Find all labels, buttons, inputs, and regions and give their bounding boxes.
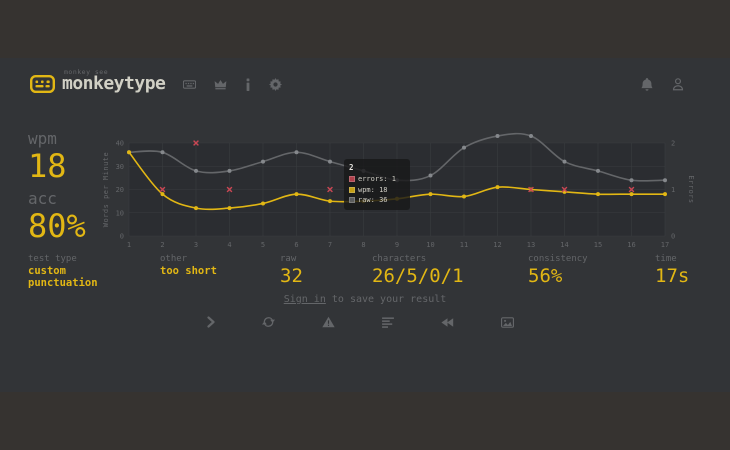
chart-tooltip: 2 errors: 1 wpm: 18 raw: 36	[344, 159, 410, 210]
user-icon[interactable]	[670, 76, 686, 93]
stat-group-test-type: test type custom punctuation	[28, 254, 138, 289]
user-icons	[639, 76, 686, 93]
next-test-icon[interactable]	[205, 314, 217, 330]
result-main-stats: wpm 18 acc 80%	[28, 130, 128, 245]
svg-text:7: 7	[328, 241, 332, 249]
svg-text:9: 9	[395, 241, 399, 249]
svg-text:13: 13	[527, 241, 535, 249]
consistency-label: consistency	[528, 254, 588, 264]
bell-icon[interactable]	[639, 76, 655, 93]
crown-icon[interactable]	[212, 76, 229, 92]
svg-text:1: 1	[127, 241, 131, 249]
info-icon[interactable]	[243, 76, 253, 93]
other-value: too short	[160, 264, 217, 277]
svg-text:1: 1	[671, 186, 675, 194]
stat-group-time: time 17s	[655, 254, 689, 288]
time-label: time	[655, 254, 677, 264]
acc-value: 80%	[28, 206, 86, 245]
svg-text:40: 40	[116, 140, 124, 148]
tooltip-raw-text: raw: 36	[358, 196, 388, 204]
svg-text:3: 3	[194, 241, 198, 249]
raw-swatch	[349, 197, 355, 204]
copy-screenshot-icon[interactable]	[499, 314, 516, 330]
logo[interactable]: monkey see monkeytype	[30, 68, 166, 94]
watch-replay-icon[interactable]	[439, 314, 456, 330]
tooltip-row-raw: raw: 36	[349, 195, 405, 206]
svg-text:4: 4	[227, 241, 231, 249]
repeat-test-icon[interactable]	[260, 314, 277, 330]
svg-text:16: 16	[627, 241, 635, 249]
svg-text:8: 8	[361, 241, 365, 249]
test-type-value: custom punctuation	[28, 264, 98, 289]
time-value: 17s	[655, 264, 690, 287]
svg-text:14: 14	[560, 241, 568, 249]
signin-rest: to save your result	[325, 294, 447, 305]
logo-slogan: monkey see	[64, 68, 109, 76]
svg-text:11: 11	[460, 241, 468, 249]
raw-label: raw	[280, 254, 297, 264]
svg-text:30: 30	[116, 163, 124, 171]
stat-group-characters: characters 26/5/0/1	[372, 254, 464, 288]
main-nav	[181, 76, 284, 93]
brand-title: monkeytype	[62, 73, 166, 94]
report-warning-icon[interactable]	[320, 314, 337, 330]
characters-label: characters	[372, 254, 427, 264]
consistency-value: 56%	[528, 264, 563, 287]
svg-text:20: 20	[116, 186, 124, 194]
errors-swatch	[349, 176, 355, 183]
other-label: other	[160, 254, 188, 264]
characters-value: 26/5/0/1	[372, 264, 464, 287]
stat-group-raw: raw 32	[280, 254, 303, 288]
svg-text:Words per Minute: Words per Minute	[102, 152, 110, 227]
svg-text:10: 10	[116, 209, 124, 217]
svg-text:2: 2	[671, 140, 675, 148]
stat-group-consistency: consistency 56%	[528, 254, 588, 288]
acc-label: acc	[28, 189, 57, 209]
gear-icon[interactable]	[267, 76, 284, 93]
svg-text:6: 6	[294, 241, 298, 249]
wpm-label: wpm	[28, 129, 57, 148]
monkeytype-page: monkey see monkeytype	[0, 58, 730, 392]
svg-text:12: 12	[493, 241, 501, 249]
result-chart[interactable]: 1 2 3 4 5 6 7 8 9 10 11 12 13 14 15 16 17 0 10 20 30 40 0 1 2 Wor…	[100, 128, 700, 252]
header: monkey see monkeytype	[30, 66, 686, 102]
signin-message: Sign in to save your result	[0, 294, 730, 305]
tooltip-errors-text: errors: 1	[358, 175, 396, 183]
raw-value: 32	[280, 264, 303, 287]
tooltip-row-wpm: wpm: 18	[349, 185, 405, 196]
svg-text:2: 2	[160, 241, 164, 249]
test-type-label: test type	[28, 254, 77, 264]
signin-link[interactable]: Sign in	[283, 294, 326, 305]
svg-text:10: 10	[426, 241, 434, 249]
tooltip-wpm-text: wpm: 18	[358, 185, 388, 194]
svg-text:15: 15	[594, 241, 602, 249]
tooltip-title: 2	[349, 163, 354, 172]
svg-text:Errors: Errors	[687, 175, 695, 203]
stat-group-other: other too short	[160, 254, 217, 277]
svg-text:0: 0	[120, 233, 124, 241]
monkeytype-logo-icon	[30, 75, 55, 93]
tooltip-row-errors: errors: 1	[349, 174, 405, 185]
wpm-swatch	[349, 186, 355, 193]
result-actions	[0, 314, 720, 330]
wpm-value: 18	[28, 146, 67, 185]
svg-text:0: 0	[671, 233, 675, 241]
svg-text:5: 5	[261, 241, 265, 249]
keyboard-icon[interactable]	[181, 76, 198, 93]
svg-text:17: 17	[661, 241, 669, 249]
words-history-icon[interactable]	[380, 314, 396, 330]
